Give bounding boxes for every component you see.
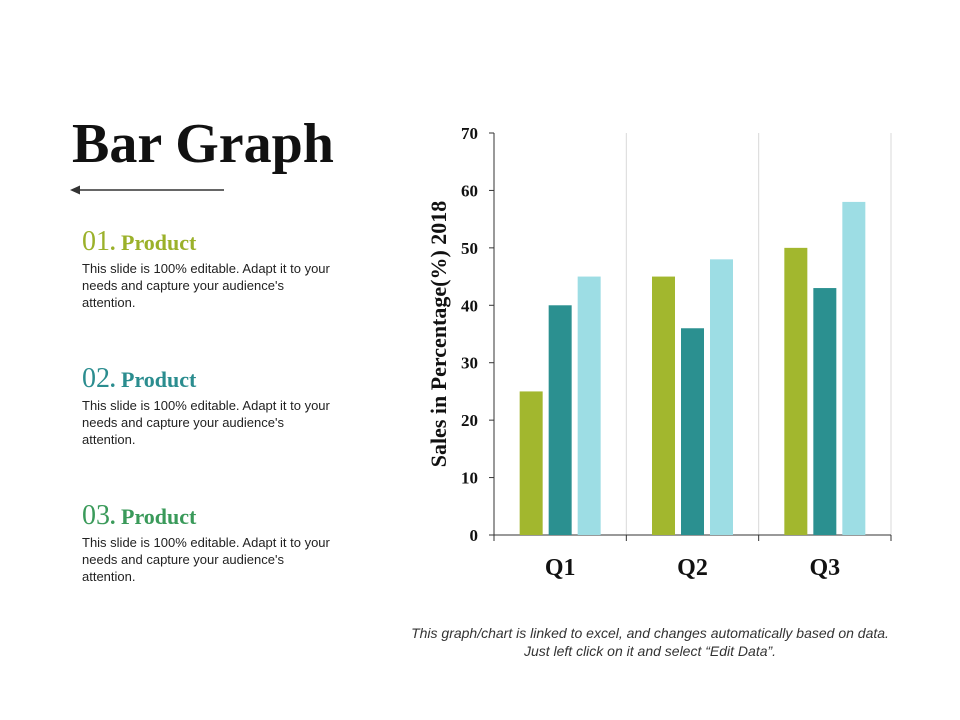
bar-q1-series-2 [548, 305, 572, 535]
bar-q2-series-2 [681, 328, 704, 535]
y-tick-label: 10 [461, 469, 478, 488]
x-tick-label: Q2 [677, 555, 708, 581]
bar-q2-series-1 [652, 276, 675, 535]
product-number: 01 [82, 226, 110, 257]
y-tick-label: 70 [461, 124, 478, 143]
x-tick-label: Q3 [809, 555, 840, 581]
bar-q3-series-2 [813, 288, 837, 535]
product-item-02: 02. Product This slide is 100% editable.… [82, 365, 342, 448]
product-item-01: 01. Product This slide is 100% editable.… [82, 228, 342, 311]
product-description: This slide is 100% editable. Adapt it to… [82, 398, 330, 447]
y-tick-label: 60 [461, 181, 478, 200]
y-tick-label: 40 [461, 296, 478, 315]
product-label: . Product [110, 504, 197, 529]
y-tick-label: 0 [470, 526, 479, 545]
chart-note: This graph/chart is linked to excel, and… [411, 625, 889, 659]
product-label: . Product [110, 367, 197, 392]
product-description: This slide is 100% editable. Adapt it to… [82, 261, 330, 310]
y-tick-label: 30 [461, 354, 478, 373]
bar-q1-series-1 [519, 391, 543, 535]
x-tick-label: Q1 [545, 555, 576, 581]
y-tick-label: 20 [461, 411, 478, 430]
bar-q3-series-3 [842, 201, 866, 535]
left-arrow-icon [70, 185, 224, 195]
y-tick-label: 50 [461, 239, 478, 258]
y-axis-label: Sales in Percentage(%) 2018 [426, 201, 451, 468]
product-heading: 03. Product [82, 502, 342, 530]
product-description: This slide is 100% editable. Adapt it to… [82, 535, 330, 584]
product-item-03: 03. Product This slide is 100% editable.… [82, 502, 342, 585]
slide-title: Bar Graph [72, 113, 334, 175]
bar-q3-series-1 [784, 247, 808, 535]
product-heading: 02. Product [82, 365, 342, 393]
product-label: . Product [110, 230, 197, 255]
product-number: 03 [82, 500, 110, 531]
product-heading: 01. Product [82, 228, 342, 256]
product-number: 02 [82, 363, 110, 394]
bar-q2-series-3 [710, 259, 733, 535]
bar-q1-series-3 [577, 276, 601, 535]
